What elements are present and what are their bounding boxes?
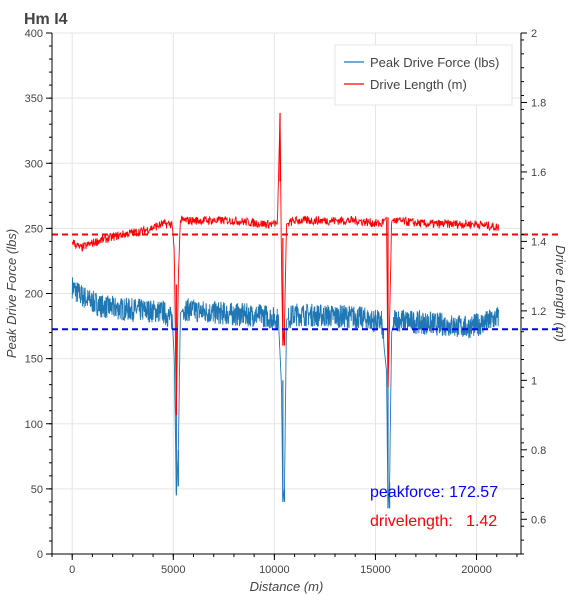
y2-tick-label: 0.6	[531, 514, 546, 526]
x-axis-label: Distance (m)	[250, 579, 324, 594]
y2-tick-label: 1.4	[531, 236, 546, 248]
legend-label-peak-force: Peak Drive Force (lbs)	[370, 55, 499, 70]
x-tick-label: 20000	[461, 564, 492, 576]
series-line-drive-length	[71, 117, 500, 412]
y-axis-label: Peak Drive Force (lbs)	[4, 229, 19, 358]
reference-lines	[52, 233, 561, 331]
chart-title: Hm I4	[24, 11, 68, 28]
y2-tick-label: 2	[531, 28, 537, 40]
y-tick-label: 0	[37, 549, 43, 561]
y-tick-label: 300	[25, 158, 43, 170]
drivelength-annotation: drivelength: 1.42	[370, 513, 497, 530]
y-tick-label: 100	[25, 419, 43, 431]
y-tick-label: 50	[31, 484, 43, 496]
y-tick-label: 250	[25, 223, 43, 235]
y2-tick-label: 1.6	[531, 167, 546, 179]
legend-label-drive-length: Drive Length (m)	[370, 77, 467, 92]
y-tick-label: 400	[25, 28, 43, 40]
y2-tick-label: 1	[531, 375, 537, 387]
y2-tick-label: 1.8	[531, 97, 546, 109]
y2-axis-label: Drive Length (m)	[553, 245, 568, 342]
peakforce-annotation: peakforce: 172.57	[370, 484, 498, 501]
axes: 0 50 100 150 200 250 300 350 400 0.6 0.8 1 1.2 1.4 1.6…	[25, 28, 547, 576]
y-tick-label: 350	[25, 93, 43, 105]
series-line-peak-drive-force	[71, 277, 500, 508]
grid	[52, 32, 521, 555]
x-tick-label: 15000	[360, 564, 391, 576]
x-tick-label: 0	[69, 564, 75, 576]
y2-tick-label: 0.8	[531, 445, 546, 457]
y-tick-label: 200	[25, 289, 43, 301]
y-tick-label: 150	[25, 354, 43, 366]
legend: Peak Drive Force (lbs) Drive Length (m)	[334, 44, 513, 106]
x-tick-label: 5000	[161, 564, 185, 576]
series-layer	[71, 112, 500, 509]
x-tick-label: 10000	[259, 564, 290, 576]
y2-tick-label: 1.2	[531, 306, 546, 318]
legend-box	[334, 44, 513, 106]
